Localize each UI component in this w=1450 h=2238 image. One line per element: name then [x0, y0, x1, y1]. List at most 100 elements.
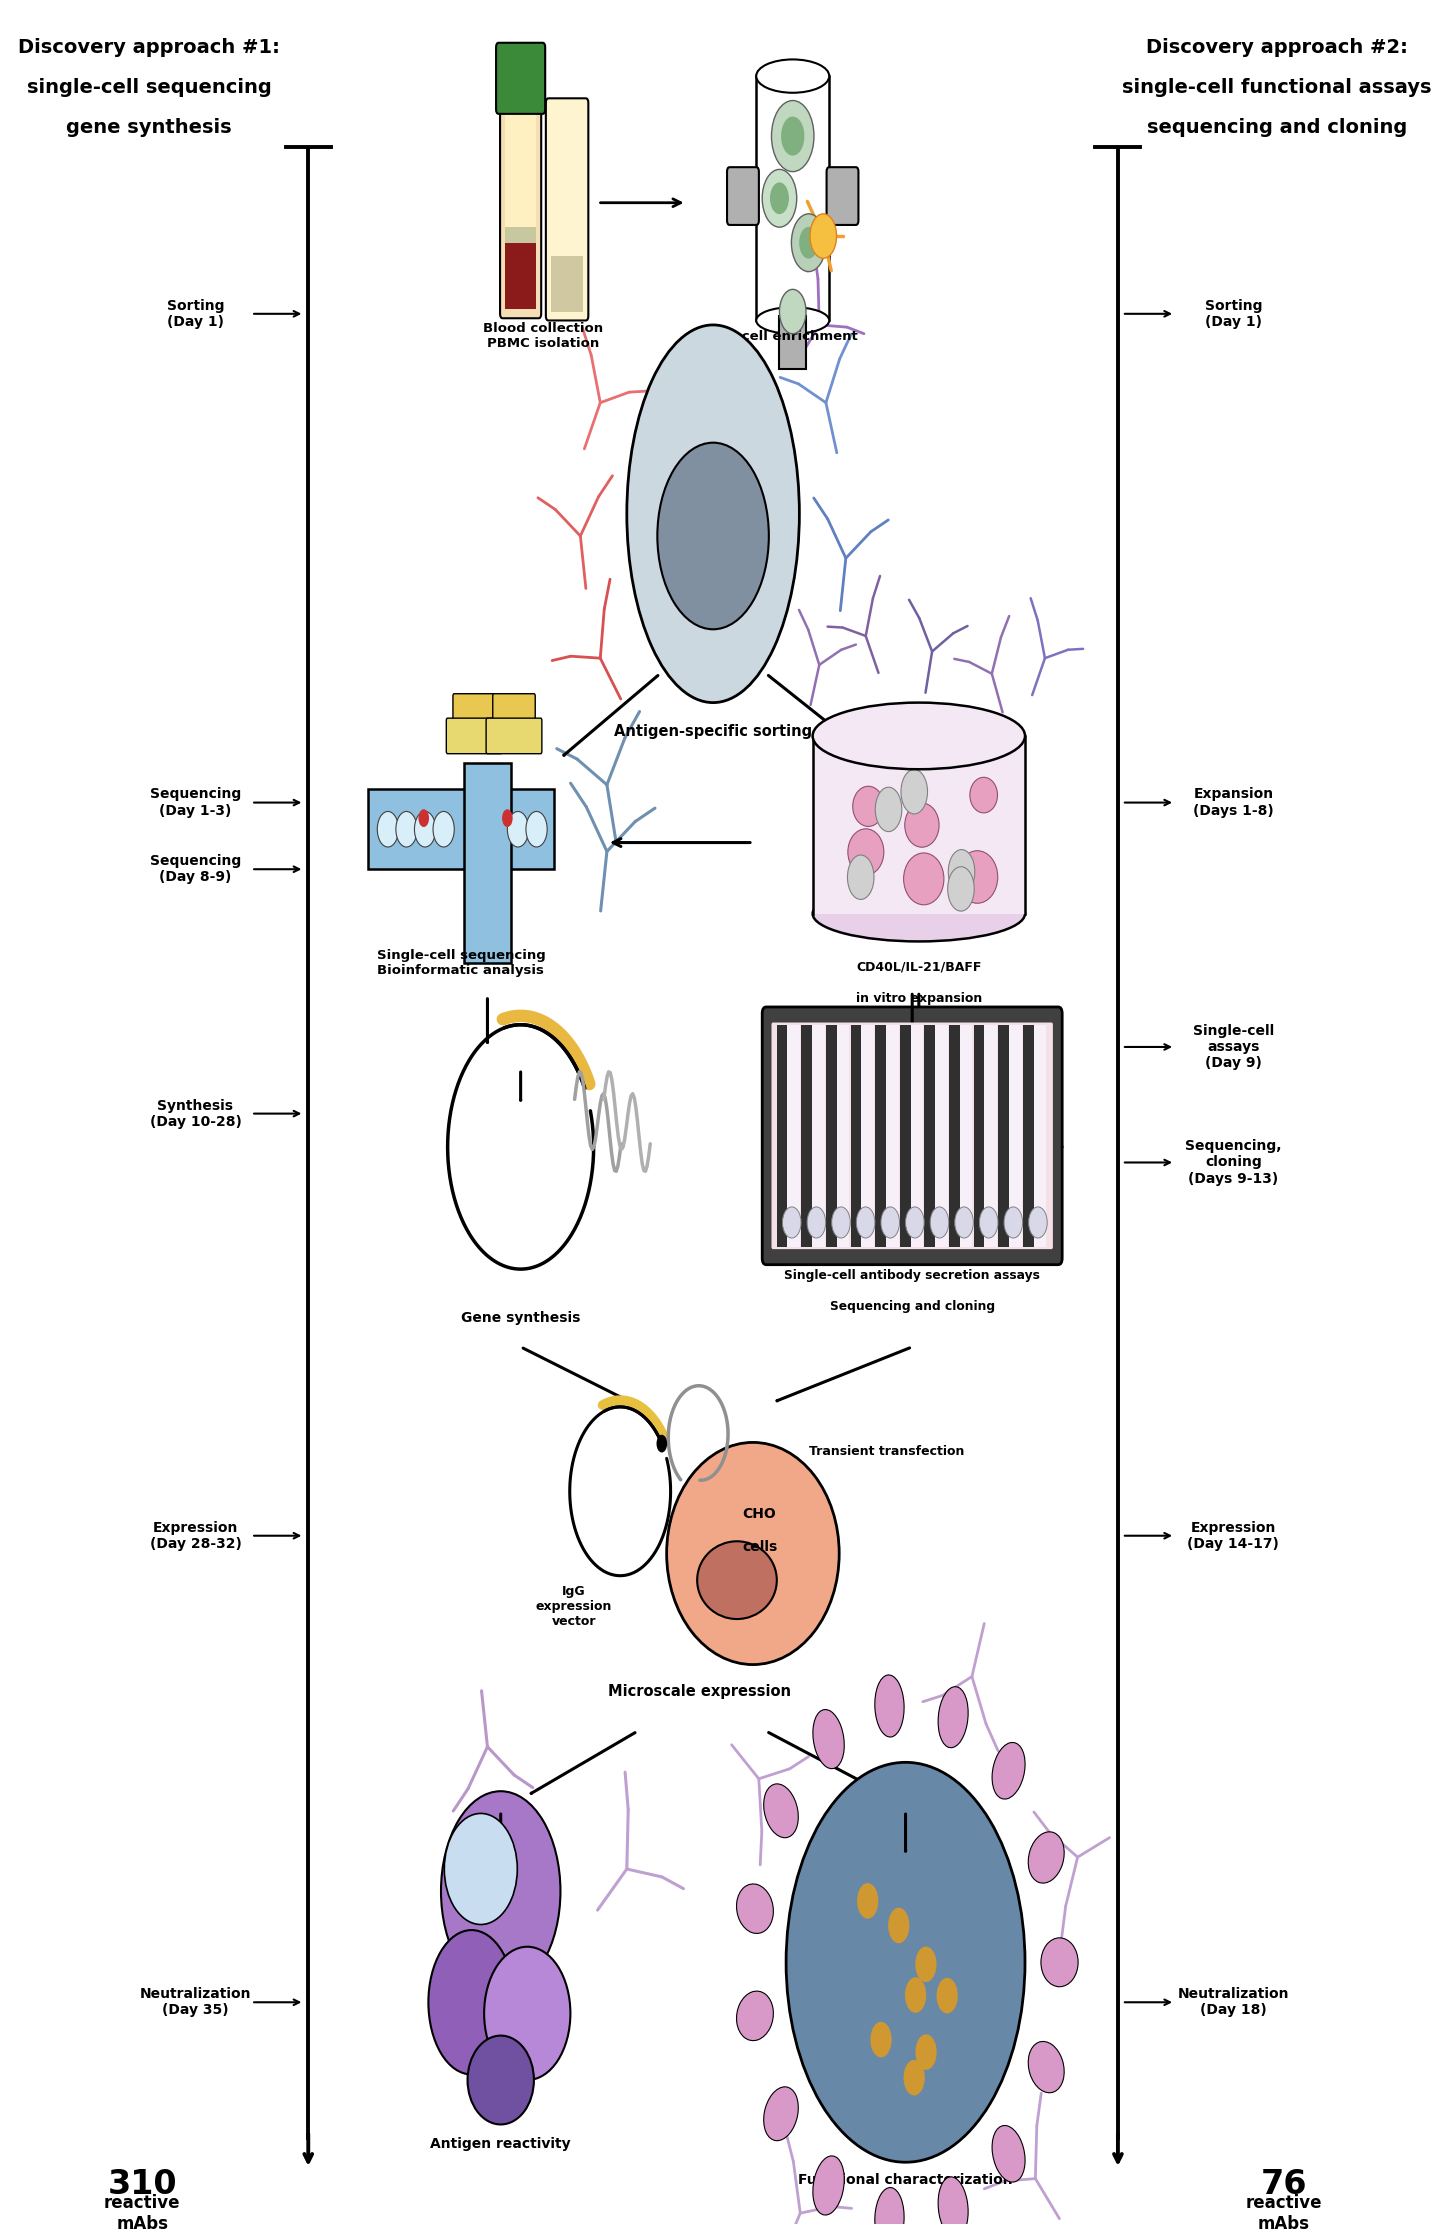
- Circle shape: [526, 812, 547, 846]
- Circle shape: [889, 1907, 909, 1943]
- Bar: [911, 1025, 924, 1247]
- Circle shape: [657, 443, 768, 629]
- Ellipse shape: [903, 853, 944, 904]
- Text: 76: 76: [1260, 2169, 1306, 2200]
- Text: Expression
(Day 28-32): Expression (Day 28-32): [149, 1520, 241, 1551]
- Circle shape: [979, 1206, 998, 1238]
- Circle shape: [780, 289, 806, 333]
- Ellipse shape: [667, 1444, 840, 1665]
- Ellipse shape: [428, 1929, 515, 2075]
- FancyBboxPatch shape: [447, 718, 502, 754]
- Circle shape: [434, 812, 454, 846]
- Text: Sorting
(Day 1): Sorting (Day 1): [1205, 298, 1262, 329]
- Text: Sorting
(Day 1): Sorting (Day 1): [167, 298, 225, 329]
- Bar: [812, 736, 1025, 913]
- Ellipse shape: [467, 2037, 534, 2124]
- Ellipse shape: [812, 886, 1025, 942]
- Bar: [837, 1025, 850, 1247]
- Ellipse shape: [1041, 1938, 1079, 1987]
- Circle shape: [811, 215, 837, 257]
- Circle shape: [502, 810, 513, 828]
- Text: Discovery approach #2:: Discovery approach #2:: [1147, 38, 1408, 56]
- FancyBboxPatch shape: [726, 168, 758, 226]
- Ellipse shape: [874, 1674, 905, 1737]
- Ellipse shape: [757, 307, 829, 333]
- Bar: [506, 105, 536, 228]
- Bar: [925, 1025, 935, 1247]
- Text: Sequencing,
cloning
(Days 9-13): Sequencing, cloning (Days 9-13): [1185, 1139, 1282, 1186]
- Ellipse shape: [938, 1687, 969, 1748]
- Text: Functional characterization: Functional characterization: [799, 2173, 1014, 2187]
- Bar: [787, 1025, 800, 1247]
- Ellipse shape: [484, 1947, 570, 2079]
- Text: reactive
mAbs: reactive mAbs: [104, 2193, 181, 2234]
- Text: Microscale expression: Microscale expression: [609, 1683, 792, 1699]
- Bar: [826, 1025, 837, 1247]
- Bar: [985, 1025, 998, 1247]
- Circle shape: [782, 116, 805, 157]
- Ellipse shape: [874, 2187, 905, 2238]
- Ellipse shape: [441, 1790, 561, 1992]
- FancyBboxPatch shape: [486, 718, 542, 754]
- Circle shape: [507, 812, 529, 846]
- Text: Sequencing and cloning: Sequencing and cloning: [829, 1300, 995, 1314]
- Bar: [900, 1025, 911, 1247]
- Ellipse shape: [737, 1884, 773, 1934]
- Circle shape: [415, 812, 435, 846]
- Circle shape: [870, 2021, 892, 2057]
- Circle shape: [832, 1206, 850, 1238]
- Text: B cell enrichment: B cell enrichment: [728, 329, 858, 342]
- Bar: [506, 242, 536, 309]
- Text: CHO: CHO: [742, 1506, 776, 1520]
- Circle shape: [770, 184, 789, 215]
- FancyBboxPatch shape: [771, 1023, 1053, 1249]
- Text: Sequencing
(Day 8-9): Sequencing (Day 8-9): [149, 855, 241, 884]
- Text: single-cell sequencing: single-cell sequencing: [26, 78, 271, 96]
- Text: Neutralization
(Day 35): Neutralization (Day 35): [139, 1987, 251, 2016]
- Bar: [1034, 1025, 1047, 1247]
- Bar: [876, 1025, 886, 1247]
- Ellipse shape: [848, 828, 884, 875]
- Ellipse shape: [764, 1784, 799, 1837]
- Ellipse shape: [757, 60, 829, 92]
- Bar: [757, 76, 829, 320]
- Text: Single-cell
assays
(Day 9): Single-cell assays (Day 9): [1193, 1023, 1275, 1070]
- Ellipse shape: [812, 703, 1025, 770]
- Circle shape: [915, 2034, 937, 2070]
- FancyBboxPatch shape: [464, 763, 512, 962]
- Text: CD40L/IL-21/BAFF: CD40L/IL-21/BAFF: [856, 960, 982, 974]
- Text: sequencing and cloning: sequencing and cloning: [1147, 119, 1408, 137]
- Bar: [861, 1025, 874, 1247]
- Bar: [551, 255, 583, 311]
- Circle shape: [1003, 1206, 1022, 1238]
- Text: single-cell functional assays: single-cell functional assays: [1122, 78, 1433, 96]
- Bar: [1009, 1025, 1022, 1247]
- Bar: [999, 1025, 1009, 1247]
- Ellipse shape: [853, 786, 884, 826]
- Bar: [950, 1025, 960, 1247]
- Circle shape: [929, 1206, 948, 1238]
- Circle shape: [915, 1947, 937, 1983]
- Circle shape: [1028, 1206, 1047, 1238]
- FancyBboxPatch shape: [452, 694, 496, 725]
- Circle shape: [799, 226, 818, 260]
- Ellipse shape: [444, 1813, 518, 1925]
- Bar: [777, 1025, 787, 1247]
- Circle shape: [847, 855, 874, 900]
- Ellipse shape: [764, 2086, 799, 2142]
- Circle shape: [377, 812, 399, 846]
- Bar: [506, 228, 536, 242]
- Ellipse shape: [697, 1542, 777, 1618]
- Text: in vitro expansion: in vitro expansion: [856, 991, 982, 1005]
- Text: Transient transfection: Transient transfection: [809, 1446, 964, 1457]
- Text: IgG
expression
vector: IgG expression vector: [535, 1585, 612, 1629]
- Circle shape: [948, 850, 974, 893]
- Text: Antigen-specific sorting: Antigen-specific sorting: [613, 723, 812, 739]
- Ellipse shape: [992, 2126, 1025, 2182]
- Circle shape: [657, 1435, 667, 1452]
- Bar: [886, 1025, 899, 1247]
- FancyBboxPatch shape: [545, 98, 589, 320]
- Bar: [851, 1025, 861, 1247]
- Text: Expansion
(Days 1-8): Expansion (Days 1-8): [1193, 788, 1273, 817]
- Circle shape: [786, 1761, 1025, 2162]
